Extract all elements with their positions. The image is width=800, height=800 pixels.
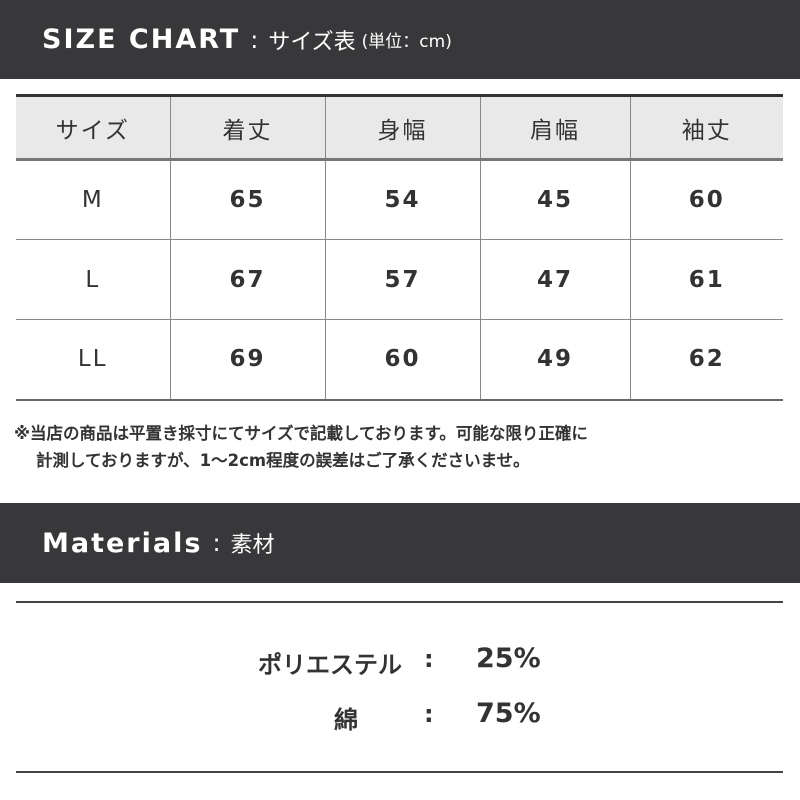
- table-cell: 45: [480, 159, 631, 240]
- material-colon: :: [424, 700, 434, 728]
- material-name: 綿: [334, 706, 358, 734]
- column-header: サイズ: [16, 95, 171, 161]
- table-cell: 47: [480, 239, 631, 320]
- material-colon: :: [424, 645, 434, 673]
- size-table: サイズ 着丈 身幅 肩幅 袖丈 M 65 54 45 60 L 67 57 47…: [16, 94, 783, 401]
- measurement-note: ※当店の商品は平置き採寸にてサイズで記載しております。可能な限り正確に 計測して…: [14, 420, 794, 474]
- material-percent: 75%: [476, 698, 541, 729]
- materials-title: Materials: [42, 527, 203, 559]
- table-cell: 62: [688, 346, 725, 373]
- table-cell: 61: [630, 239, 783, 320]
- materials-subtitle: 素材: [230, 533, 275, 558]
- column-header: 袖丈: [630, 95, 783, 161]
- size-chart-title: SIZE CHART: [42, 24, 241, 55]
- table-row: L 67 57 47 61: [16, 239, 783, 320]
- materials-separator: :: [212, 529, 221, 557]
- note-line-2: 計測しておりますが、1〜2cm程度の誤差はご了承くださいませ。: [36, 451, 530, 470]
- size-cell: LL: [16, 319, 171, 400]
- table-cell: 60: [630, 159, 783, 240]
- size-chart-header: SIZE CHART : サイズ表 (単位：cm): [0, 0, 800, 79]
- column-header: 身幅: [325, 95, 481, 161]
- material-name: ポリエステル: [258, 651, 402, 679]
- table-header-row: サイズ 着丈 身幅 肩幅 袖丈: [16, 95, 783, 161]
- column-header: 肩幅: [480, 95, 631, 161]
- table-row: M 65 54 45 60: [16, 159, 783, 240]
- table-cell: 57: [325, 239, 481, 320]
- material-percent: 25%: [476, 643, 541, 674]
- table-cell: 69: [170, 319, 326, 400]
- table-cell: 65: [170, 159, 326, 240]
- table-cell: 60: [325, 319, 481, 400]
- note-line-1: ※当店の商品は平置き採寸にてサイズで記載しております。可能な限り正確に: [14, 424, 588, 443]
- table-cell: 54: [325, 159, 481, 240]
- divider: [16, 771, 783, 773]
- table-cell: 67: [170, 239, 326, 320]
- header-separator: :: [250, 25, 259, 54]
- table-row: LL 69 60 49 62: [16, 319, 783, 400]
- table-cell: 49: [480, 319, 631, 400]
- column-header: 着丈: [170, 95, 326, 161]
- size-cell: M: [16, 159, 171, 240]
- unit-label: (単位：cm): [361, 32, 452, 52]
- size-cell: L: [16, 239, 171, 320]
- materials-header: Materials : 素材: [0, 503, 800, 583]
- divider: [16, 601, 783, 603]
- size-chart-subtitle: サイズ表: [268, 29, 356, 55]
